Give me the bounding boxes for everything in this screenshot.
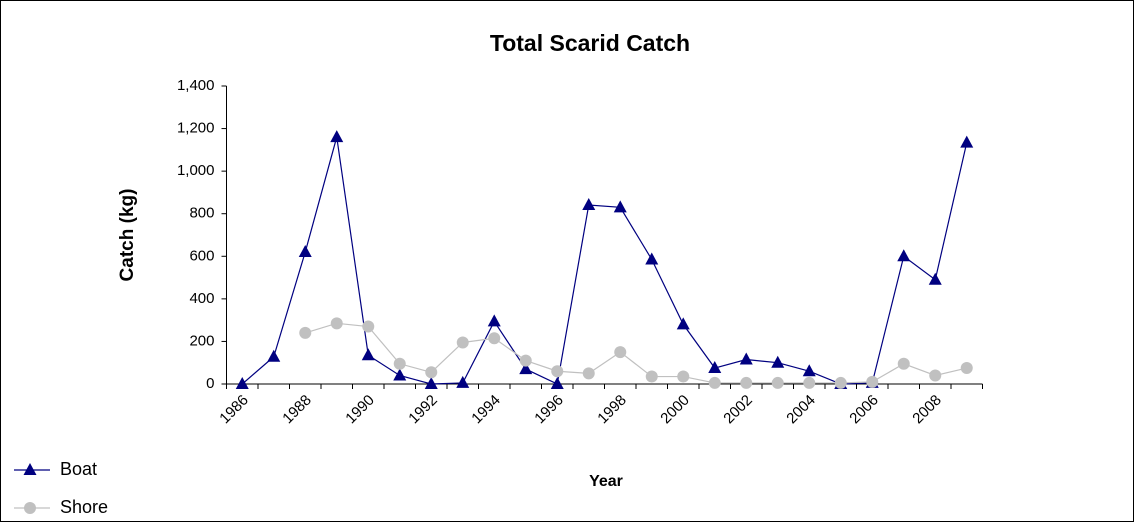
marker <box>897 357 910 370</box>
marker <box>519 354 532 367</box>
marker <box>362 320 375 333</box>
marker <box>645 252 659 265</box>
y-tick-label: 0 <box>206 375 214 392</box>
marker <box>739 352 753 365</box>
marker <box>361 348 375 361</box>
marker <box>330 130 344 143</box>
marker <box>424 377 438 389</box>
marker <box>551 365 564 378</box>
y-axis-title: Catch (kg) <box>117 189 138 282</box>
marker <box>393 357 406 370</box>
marker <box>834 376 847 389</box>
marker <box>23 463 37 475</box>
marker <box>267 349 281 362</box>
marker <box>803 376 816 389</box>
legend-label: Boat <box>60 459 97 479</box>
y-tick-label: 200 <box>189 332 214 349</box>
series-line <box>305 322 967 384</box>
legend-label: Shore <box>60 497 108 517</box>
marker <box>299 326 312 339</box>
marker <box>802 364 816 377</box>
marker <box>582 367 595 380</box>
marker <box>897 249 911 262</box>
y-tick-label: 1,200 <box>177 120 215 137</box>
chart-title: Total Scarid Catch <box>490 30 690 56</box>
marker <box>24 502 36 514</box>
marker <box>550 377 564 389</box>
y-tick-label: 1,000 <box>177 162 215 179</box>
marker <box>582 197 596 210</box>
marker <box>708 376 721 389</box>
marker <box>456 336 469 349</box>
marker <box>393 368 407 381</box>
marker <box>677 370 690 383</box>
marker <box>866 375 879 388</box>
marker <box>645 370 658 383</box>
marker <box>330 317 343 330</box>
x-axis-title: Year <box>589 473 623 490</box>
y-tick-label: 400 <box>189 290 214 307</box>
marker <box>960 362 973 375</box>
y-tick-label: 800 <box>189 205 214 222</box>
marker <box>425 366 438 379</box>
marker <box>771 355 785 368</box>
marker <box>488 332 501 345</box>
marker <box>928 272 942 285</box>
y-tick-label: 1,400 <box>177 77 215 94</box>
marker <box>676 317 690 330</box>
marker <box>298 245 312 258</box>
marker <box>456 375 470 388</box>
marker <box>960 135 974 148</box>
marker <box>519 362 533 375</box>
marker <box>614 346 627 359</box>
marker <box>740 376 753 389</box>
marker <box>235 377 249 389</box>
marker <box>487 314 501 327</box>
marker <box>771 376 784 389</box>
marker <box>929 369 942 382</box>
y-tick-label: 600 <box>189 247 214 264</box>
marker <box>613 200 627 213</box>
marker <box>708 361 722 374</box>
